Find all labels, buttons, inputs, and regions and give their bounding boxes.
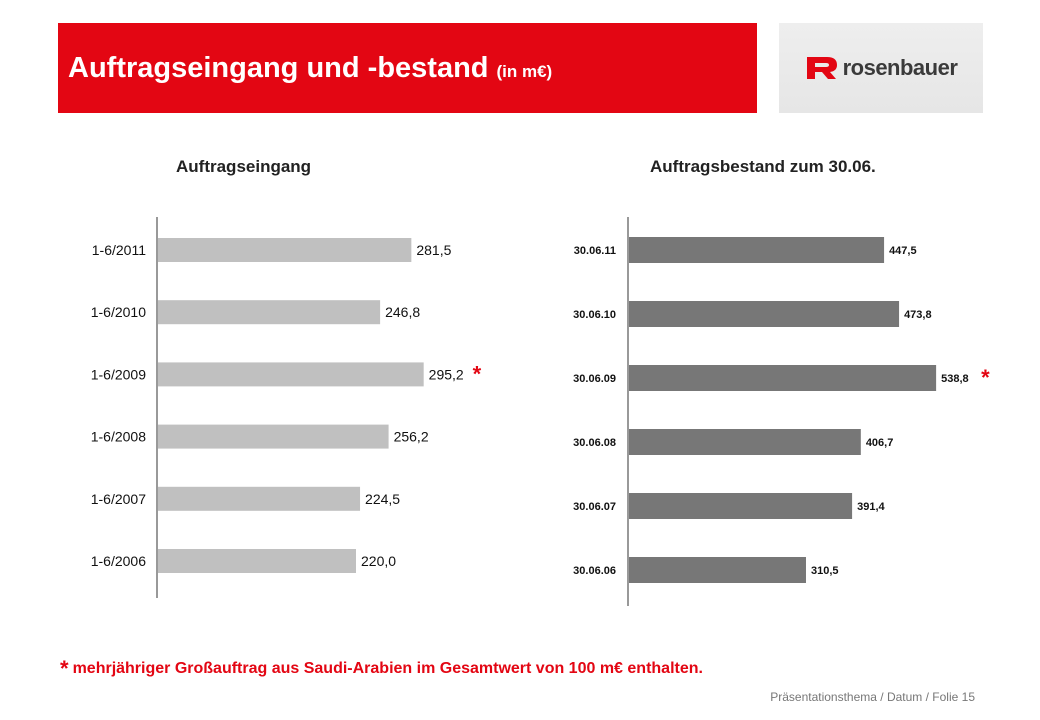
auftragseingang-value-label: 220,0 [361, 553, 396, 569]
slide-footer: Präsentationsthema / Datum / Folie 15 [770, 690, 975, 704]
auftragseingang-value-label: 281,5 [416, 242, 451, 258]
auftragsbestand-category-label: 30.06.06 [573, 565, 616, 577]
auftragseingang-bar [158, 549, 356, 573]
auftragseingang-bar [158, 362, 424, 387]
auftragseingang-category-label: 1-6/2009 [91, 366, 146, 382]
chart-title-auftragsbestand: Auftragsbestand zum 30.06. [650, 157, 876, 176]
auftragseingang-category-label: 1-6/2008 [91, 429, 146, 445]
rosenbauer-logo: rosenbauer [805, 55, 958, 81]
title-banner: Auftragseingang und -bestand (in m€) [58, 23, 757, 113]
logo-wordmark: rosenbauer [842, 55, 958, 80]
footnote: * mehrjähriger Großauftrag aus Saudi-Arab… [60, 656, 703, 682]
auftragsbestand-value-label: 538,8 [941, 373, 969, 385]
logo-panel: rosenbauer [779, 23, 983, 113]
auftragseingang-value-label: 246,8 [385, 304, 420, 320]
page-title-unit: (in m€) [496, 61, 553, 81]
auftragsbestand-bar [629, 301, 900, 327]
auftragsbestand-category-label: 30.06.08 [573, 437, 616, 449]
auftragseingang-value-label: 224,5 [365, 491, 400, 507]
auftragsbestand-category-label: 30.06.07 [573, 501, 616, 513]
auftragseingang-bar [158, 424, 389, 449]
auftragsbestand-value-label: 310,5 [811, 565, 839, 577]
page-title: Auftragseingang und -bestand (in m€) [68, 52, 552, 85]
auftragsbestand-bar [629, 557, 806, 583]
auftragsbestand-value-label: 447,5 [889, 245, 917, 257]
page-title-text: Auftragseingang und -bestand [68, 51, 489, 84]
auftragsbestand-bar [629, 237, 885, 263]
auftragseingang-category-label: 1-6/2006 [91, 553, 146, 569]
auftragseingang-category-label: 1-6/2007 [91, 491, 146, 507]
auftragsbestand-bar [629, 365, 937, 391]
auftragseingang-marker-star: * [473, 361, 482, 386]
auftragsbestand-value-label: 473,8 [904, 309, 932, 321]
auftragsbestand-category-label: 30.06.10 [573, 309, 616, 321]
auftragseingang-bar [158, 300, 381, 325]
chart-title-auftragseingang: Auftragseingang [176, 157, 312, 176]
auftragseingang-category-label: 1-6/2011 [92, 242, 146, 258]
footnote-star: * [60, 656, 69, 681]
rosenbauer-r-icon [806, 57, 837, 79]
auftragseingang-bar [158, 486, 361, 511]
auftragsbestand-value-label: 391,4 [857, 501, 885, 513]
auftragseingang-value-label: 256,2 [394, 429, 429, 445]
footnote-text: mehrjähriger Großauftrag aus Saudi-Arabi… [72, 660, 703, 677]
auftragseingang-category-label: 1-6/2010 [91, 304, 146, 320]
auftragsbestand-category-label: 30.06.09 [573, 373, 616, 385]
auftragseingang-bar [158, 238, 412, 262]
auftragsbestand-marker-star: * [981, 365, 990, 390]
auftragsbestand-value-label: 406,7 [866, 437, 894, 449]
auftragsbestand-bar [629, 493, 853, 519]
auftragsbestand-category-label: 30.06.11 [574, 245, 616, 257]
auftragseingang-value-label: 295,2 [429, 366, 464, 382]
auftragsbestand-bar [629, 429, 861, 455]
